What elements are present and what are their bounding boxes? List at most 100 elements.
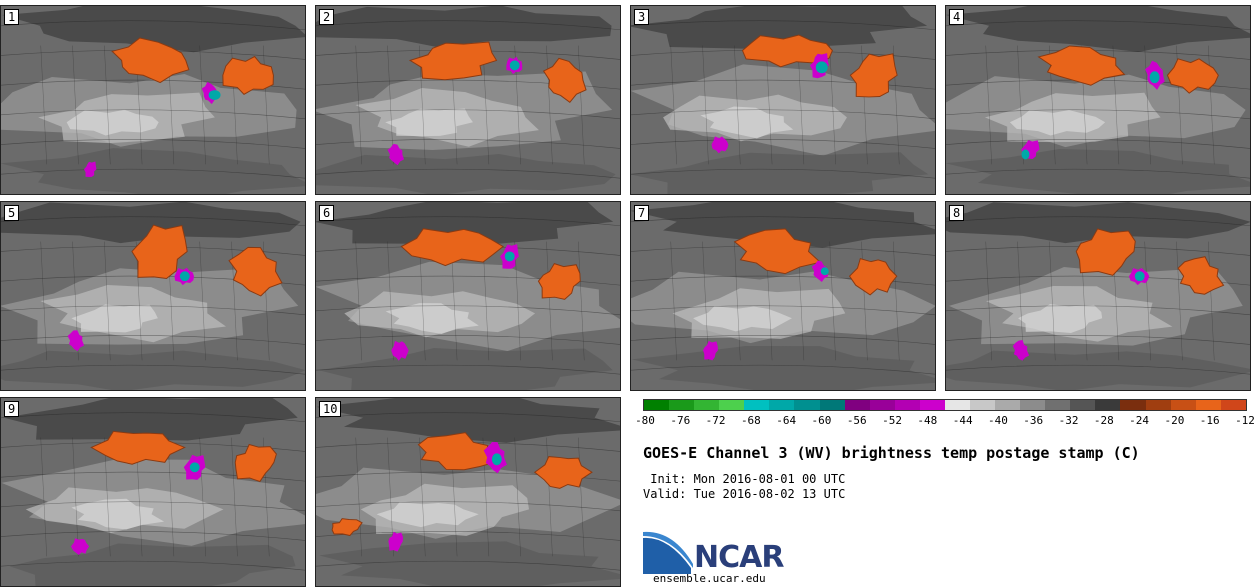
ensemble-member-panel-5: 5	[0, 201, 306, 391]
colorbar-tick-label: -64	[776, 414, 797, 427]
coldest-cloud-top	[208, 90, 221, 100]
site-url: ensemble.ucar.edu	[653, 572, 766, 585]
warm-dry-region	[848, 257, 898, 296]
cold-cloud-region	[388, 531, 404, 552]
panel-number: 2	[319, 9, 335, 25]
figure-title: GOES-E Channel 3 (WV) brightness temp po…	[643, 444, 1140, 462]
colorbar-tick-label: -36	[1023, 414, 1044, 427]
colorbar-swatch	[1120, 400, 1146, 410]
colorbar-swatch	[719, 400, 745, 410]
panel-number: 4	[949, 9, 965, 25]
colorbar-tick-label: -56	[846, 414, 867, 427]
panel-number: 1	[4, 9, 20, 25]
colorbar-swatch	[844, 400, 870, 410]
panel-number: 3	[634, 9, 650, 25]
colorbar-tick-label: -20	[1164, 414, 1185, 427]
coldest-cloud-top	[491, 453, 502, 466]
ensemble-member-panel-2: 2	[315, 5, 621, 195]
colorbar-tick-label: -60	[811, 414, 832, 427]
colorbar-swatch	[819, 400, 845, 410]
ensemble-member-panel-3: 3	[630, 5, 936, 195]
panel-number: 9	[4, 401, 20, 417]
colorbar-tick-label: -32	[1058, 414, 1079, 427]
colorbar-swatch	[769, 400, 795, 410]
colorbar-swatch	[1170, 400, 1196, 410]
warm-dry-region	[741, 34, 833, 68]
warm-dry-region	[331, 518, 363, 537]
colorbar-swatch	[944, 400, 971, 410]
ensemble-member-panel-4: 4	[945, 5, 1251, 195]
colorbar-swatch	[1045, 400, 1071, 410]
colorbar-swatch	[1220, 400, 1246, 410]
panel-number: 10	[319, 401, 342, 417]
panel-number: 6	[319, 205, 335, 221]
warm-dry-region	[400, 228, 505, 267]
cold-cloud-region	[70, 538, 90, 556]
coldest-cloud-top	[815, 61, 828, 74]
colorbar-tick-label: -76	[670, 414, 691, 427]
ensemble-member-panel-1: 1	[0, 5, 306, 195]
water-vapor-map	[1, 398, 305, 586]
coldest-cloud-top	[820, 267, 829, 276]
coldest-cloud-top	[509, 60, 520, 71]
cold-cloud-region	[711, 136, 729, 154]
cold-cloud-region	[1012, 340, 1030, 361]
coldest-cloud-top	[189, 462, 200, 473]
warm-dry-region	[542, 57, 587, 103]
colorbar-tick-label: -80	[635, 414, 655, 427]
colorbar-tick-label: -12	[1235, 414, 1255, 427]
colorbar-swatch	[644, 400, 670, 410]
colorbar-swatch	[744, 400, 770, 410]
colorbar-swatch	[919, 400, 945, 410]
colorbar-swatch	[1145, 400, 1171, 410]
warm-dry-region	[234, 443, 277, 483]
water-vapor-map	[1, 202, 305, 390]
colorbar-tick-label: -16	[1199, 414, 1220, 427]
water-vapor-map	[1, 6, 305, 194]
warm-dry-region	[111, 37, 190, 84]
panel-number: 8	[949, 205, 965, 221]
colorbar	[643, 399, 1247, 411]
warm-dry-region	[533, 456, 593, 489]
coldest-cloud-top	[1134, 271, 1145, 282]
warm-dry-region	[1075, 228, 1136, 276]
cold-cloud-region	[811, 260, 829, 283]
water-vapor-map	[316, 6, 620, 194]
cold-cloud-region	[387, 143, 405, 166]
colorbar-swatch	[1070, 400, 1096, 410]
cold-cloud-region	[67, 330, 85, 352]
water-vapor-map	[631, 202, 935, 390]
warm-dry-region	[131, 224, 188, 280]
colorbar-tick-label: -72	[705, 414, 726, 427]
water-vapor-map	[316, 202, 620, 390]
ensemble-member-panel-10: 10	[315, 397, 621, 587]
panel-number: 5	[4, 205, 20, 221]
coldest-cloud-top	[1021, 149, 1030, 160]
colorbar-swatch	[869, 400, 895, 410]
colorbar-tick-label: -48	[917, 414, 938, 427]
warm-dry-region	[733, 228, 822, 275]
warm-dry-region	[849, 53, 898, 98]
colorbar-tick-label: -68	[740, 414, 761, 427]
water-vapor-map	[631, 6, 935, 194]
colorbar-swatch	[1195, 400, 1221, 410]
warm-dry-region	[417, 432, 499, 471]
cold-cloud-region	[391, 340, 409, 361]
ncar-logo-text: NCAR	[694, 540, 784, 575]
cold-cloud-region	[83, 161, 97, 177]
colorbar-ticks: -80 -76 -72 -68 -64 -60 -56 -52 -48 -44 -40 -36 -32 -…	[635, 414, 1255, 428]
ensemble-member-panel-8: 8	[945, 201, 1251, 391]
ensemble-member-panel-7: 7	[630, 201, 936, 391]
warm-dry-region	[537, 263, 581, 300]
warm-dry-region	[222, 55, 274, 95]
coldest-cloud-top	[504, 251, 515, 262]
colorbar-tick-label: -28	[1093, 414, 1114, 427]
colorbar-tick-label: -52	[882, 414, 902, 427]
cold-cloud-region	[703, 340, 718, 361]
colorbar-tick-label: -24	[1129, 414, 1150, 427]
coldest-cloud-top	[179, 271, 190, 282]
colorbar-swatch	[669, 400, 695, 410]
ensemble-member-panel-6: 6	[315, 201, 621, 391]
colorbar-swatch	[894, 400, 920, 410]
warm-dry-region	[90, 430, 186, 465]
